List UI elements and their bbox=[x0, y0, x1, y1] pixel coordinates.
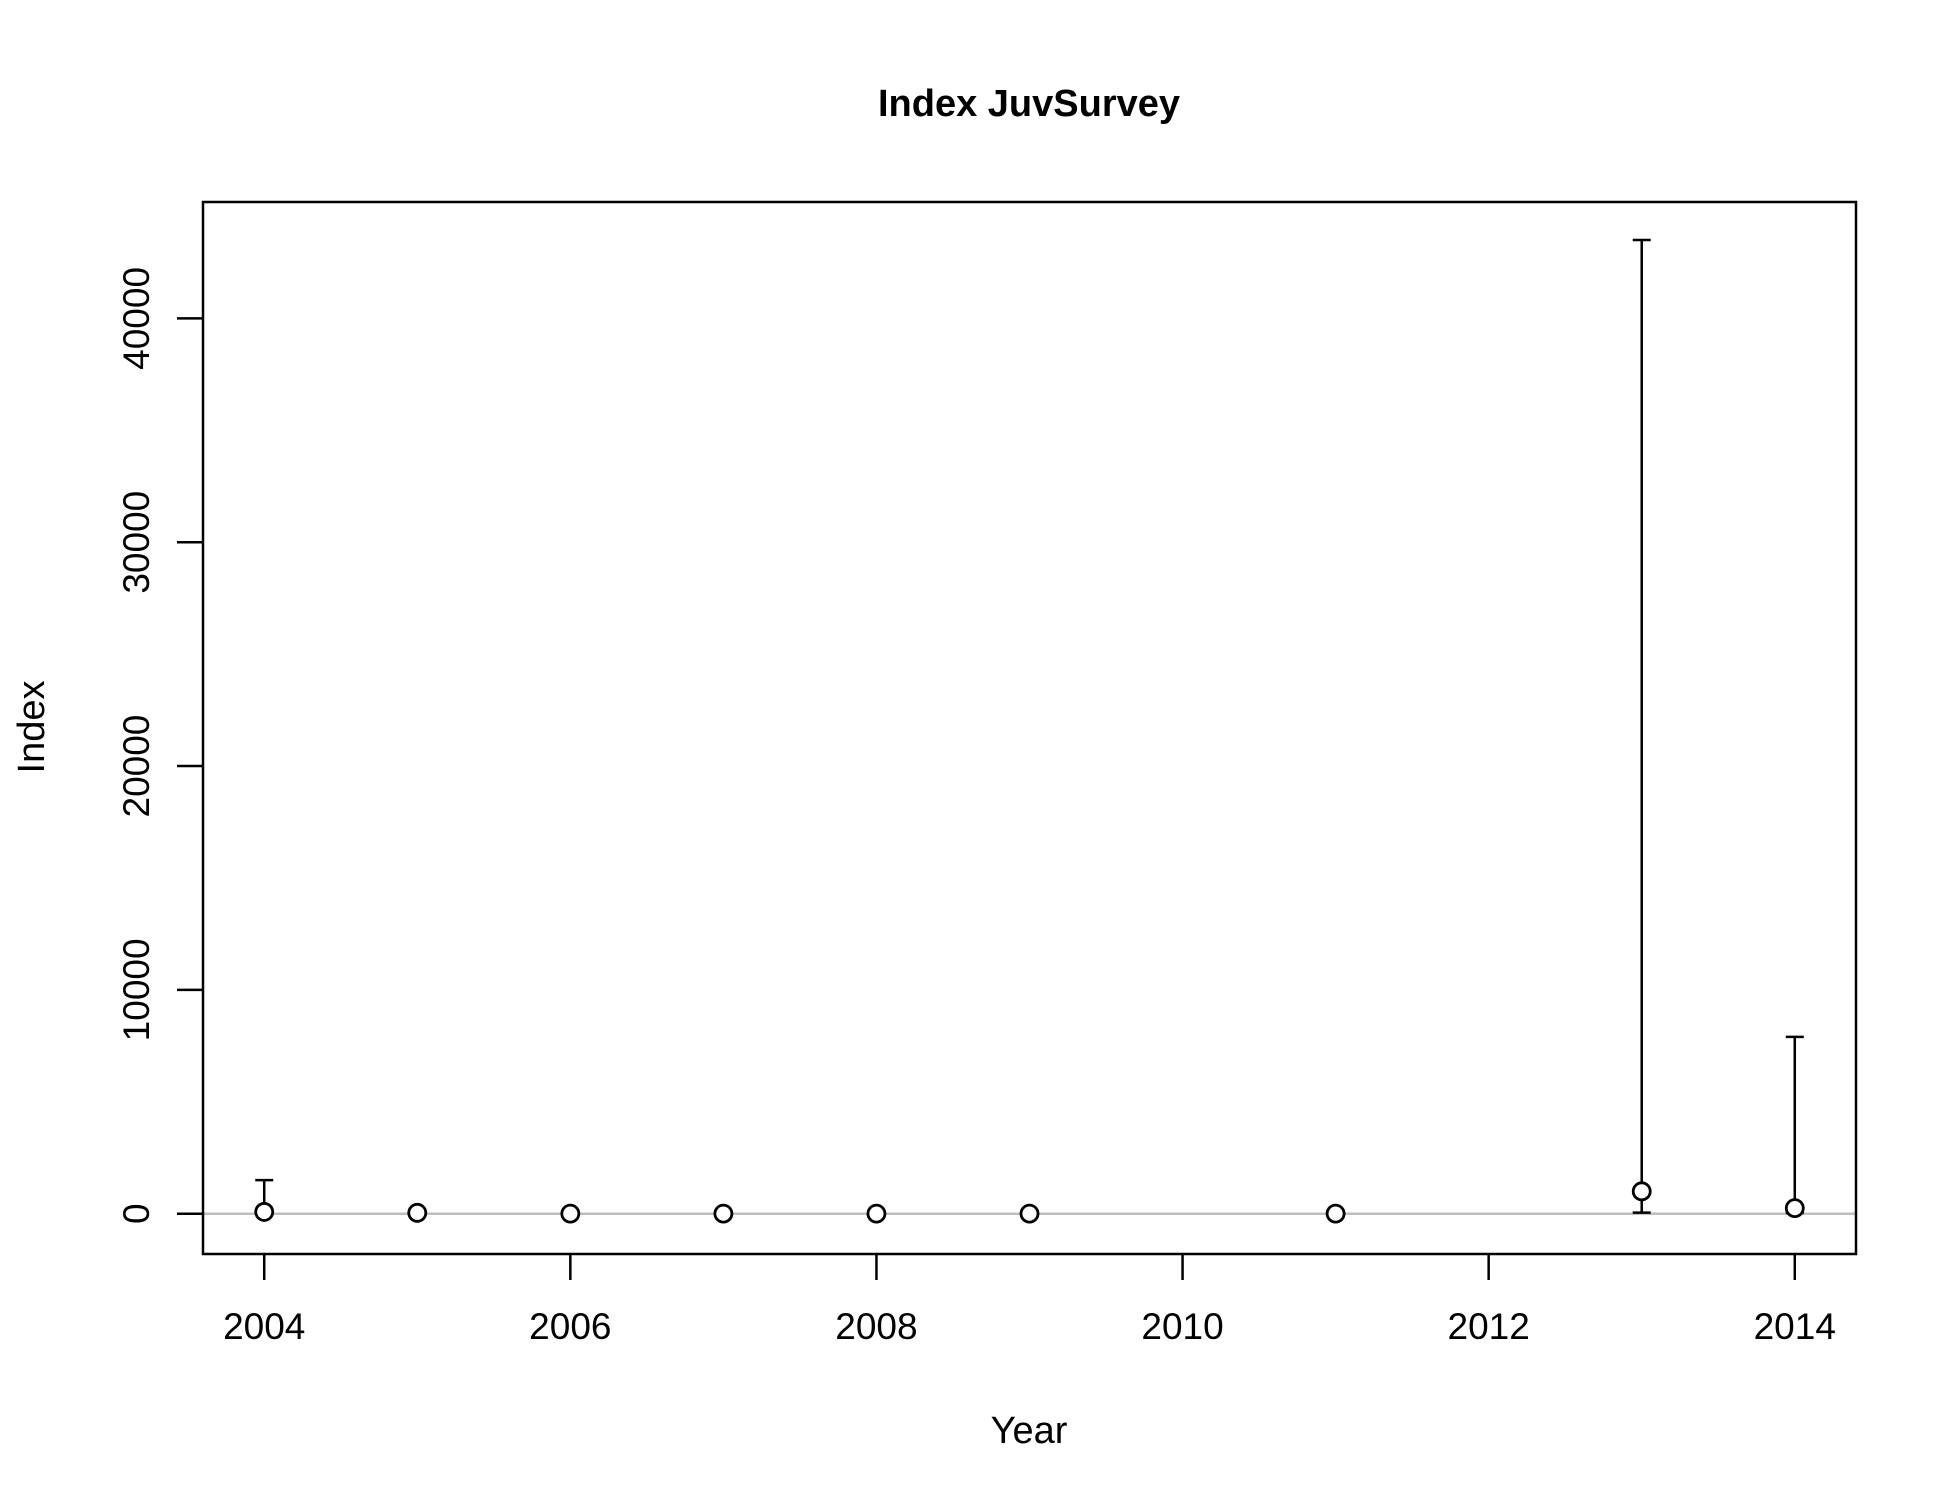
x-tick-label: 2008 bbox=[835, 1306, 917, 1347]
data-point bbox=[713, 1203, 734, 1224]
y-tick-label: 30000 bbox=[116, 491, 157, 594]
data-point bbox=[1631, 1181, 1652, 1202]
data-point bbox=[560, 1203, 581, 1224]
plot-area: 2004 2006 2008 2010 2012 2014 0 10000 20000 30000… bbox=[116, 200, 1858, 1347]
x-tick-label: 2004 bbox=[223, 1306, 305, 1347]
data-point bbox=[1784, 1198, 1805, 1219]
data-point bbox=[407, 1202, 428, 1223]
x-axis-label: Year bbox=[991, 1410, 1068, 1452]
y-tick-label: 40000 bbox=[116, 267, 157, 370]
y-tick-label: 20000 bbox=[116, 715, 157, 818]
x-tick-label: 2012 bbox=[1448, 1306, 1530, 1347]
data-point bbox=[1019, 1203, 1040, 1224]
y-axis-label: Index bbox=[11, 681, 53, 774]
y-tick-label: 0 bbox=[116, 1203, 157, 1224]
plot-frame bbox=[201, 200, 1858, 1256]
data-point bbox=[866, 1203, 887, 1224]
x-tick-label: 2010 bbox=[1141, 1306, 1223, 1347]
y-tick-label: 10000 bbox=[116, 938, 157, 1041]
x-tick-label: 2006 bbox=[529, 1306, 611, 1347]
data-point bbox=[1325, 1203, 1346, 1224]
x-tick-label: 2014 bbox=[1754, 1306, 1836, 1347]
chart-title: Index JuvSurvey bbox=[878, 83, 1180, 125]
data-point bbox=[254, 1202, 275, 1222]
